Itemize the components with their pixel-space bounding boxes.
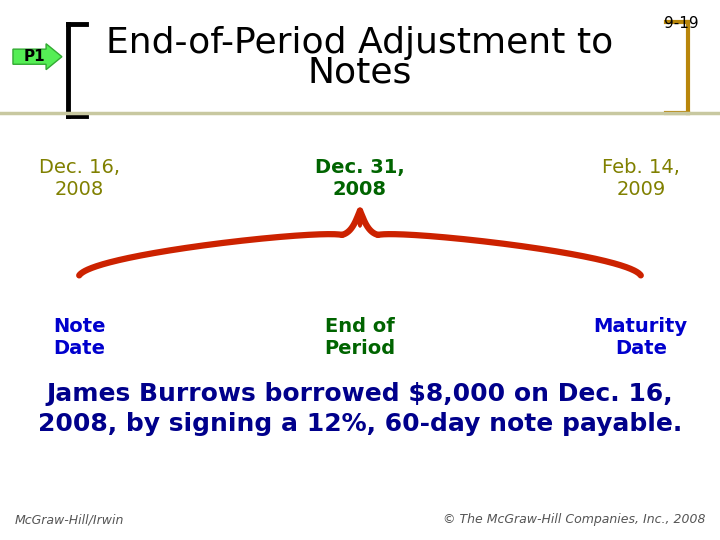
Text: McGraw-Hill/Irwin: McGraw-Hill/Irwin [14,514,124,526]
Text: Notes: Notes [308,56,412,90]
Text: © The McGraw-Hill Companies, Inc., 2008: © The McGraw-Hill Companies, Inc., 2008 [443,514,706,526]
Text: Feb. 14,
2009: Feb. 14, 2009 [602,158,680,199]
Text: Maturity
Date: Maturity Date [594,317,688,358]
Text: 9-19: 9-19 [664,16,698,31]
Text: James Burrows borrowed $8,000 on Dec. 16,: James Burrows borrowed $8,000 on Dec. 16… [47,382,673,406]
Text: Dec. 16,
2008: Dec. 16, 2008 [39,158,120,199]
Text: P1: P1 [24,49,45,64]
Text: Note
Date: Note Date [53,317,105,358]
Text: End of
Period: End of Period [325,317,395,358]
Text: End-of-Period Adjustment to: End-of-Period Adjustment to [107,26,613,60]
Text: 2008, by signing a 12%, 60-day note payable.: 2008, by signing a 12%, 60-day note paya… [38,412,682,436]
Text: Dec. 31,
2008: Dec. 31, 2008 [315,158,405,199]
FancyArrow shape [13,44,62,70]
